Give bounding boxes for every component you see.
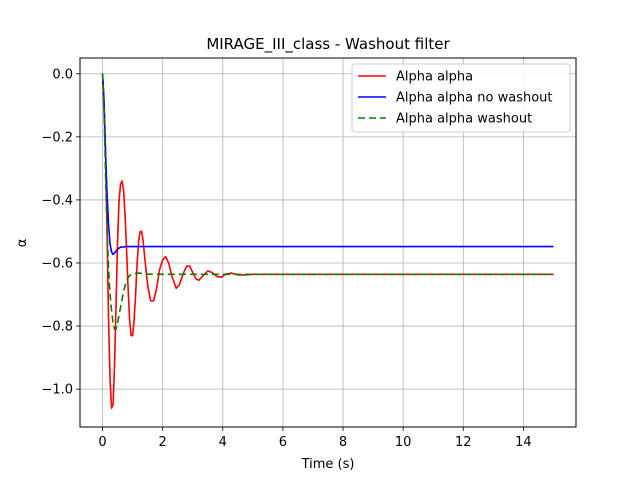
y-axis: 0.0 −0.2 −0.4 −0.6 −0.8 −1.0 [41, 67, 80, 398]
legend-box [351, 63, 571, 133]
x-tick-label: 8 [339, 435, 347, 450]
series-line-2 [101, 73, 554, 256]
x-tick-label: 0 [98, 435, 106, 450]
y-tick-label: −0.2 [41, 130, 73, 145]
y-tick-label: 0.0 [52, 67, 73, 82]
y-tick-label: −0.6 [41, 257, 73, 272]
y-tick-label: −1.0 [41, 383, 73, 398]
y-axis-label: α [15, 239, 30, 248]
series-layer [101, 73, 554, 409]
series-line-1 [101, 73, 554, 409]
x-axis-label: Time (s) [301, 457, 355, 472]
legend-label-3: Alpha alpha washout [396, 112, 532, 127]
x-tick-label: 4 [219, 435, 227, 450]
x-tick-label: 10 [395, 435, 412, 450]
x-tick-label: 14 [515, 435, 532, 450]
x-tick-label: 2 [159, 435, 167, 450]
x-axis: 0 2 4 6 8 10 12 14 [98, 427, 532, 450]
series-line-3 [101, 73, 554, 331]
x-tick-label: 6 [279, 435, 287, 450]
legend-label-2: Alpha alpha no washout [396, 91, 553, 106]
legend-label-1: Alpha alpha [396, 70, 473, 85]
plot-area-frame [79, 57, 577, 428]
legend: Alpha alpha Alpha alpha no washout Alpha a… [351, 63, 571, 133]
x-tick-label: 12 [455, 435, 472, 450]
y-tick-label: −0.4 [41, 193, 73, 208]
chart-title: MIRAGE_III_class - Washout filter [206, 35, 450, 54]
y-tick-label: −0.8 [41, 320, 73, 335]
